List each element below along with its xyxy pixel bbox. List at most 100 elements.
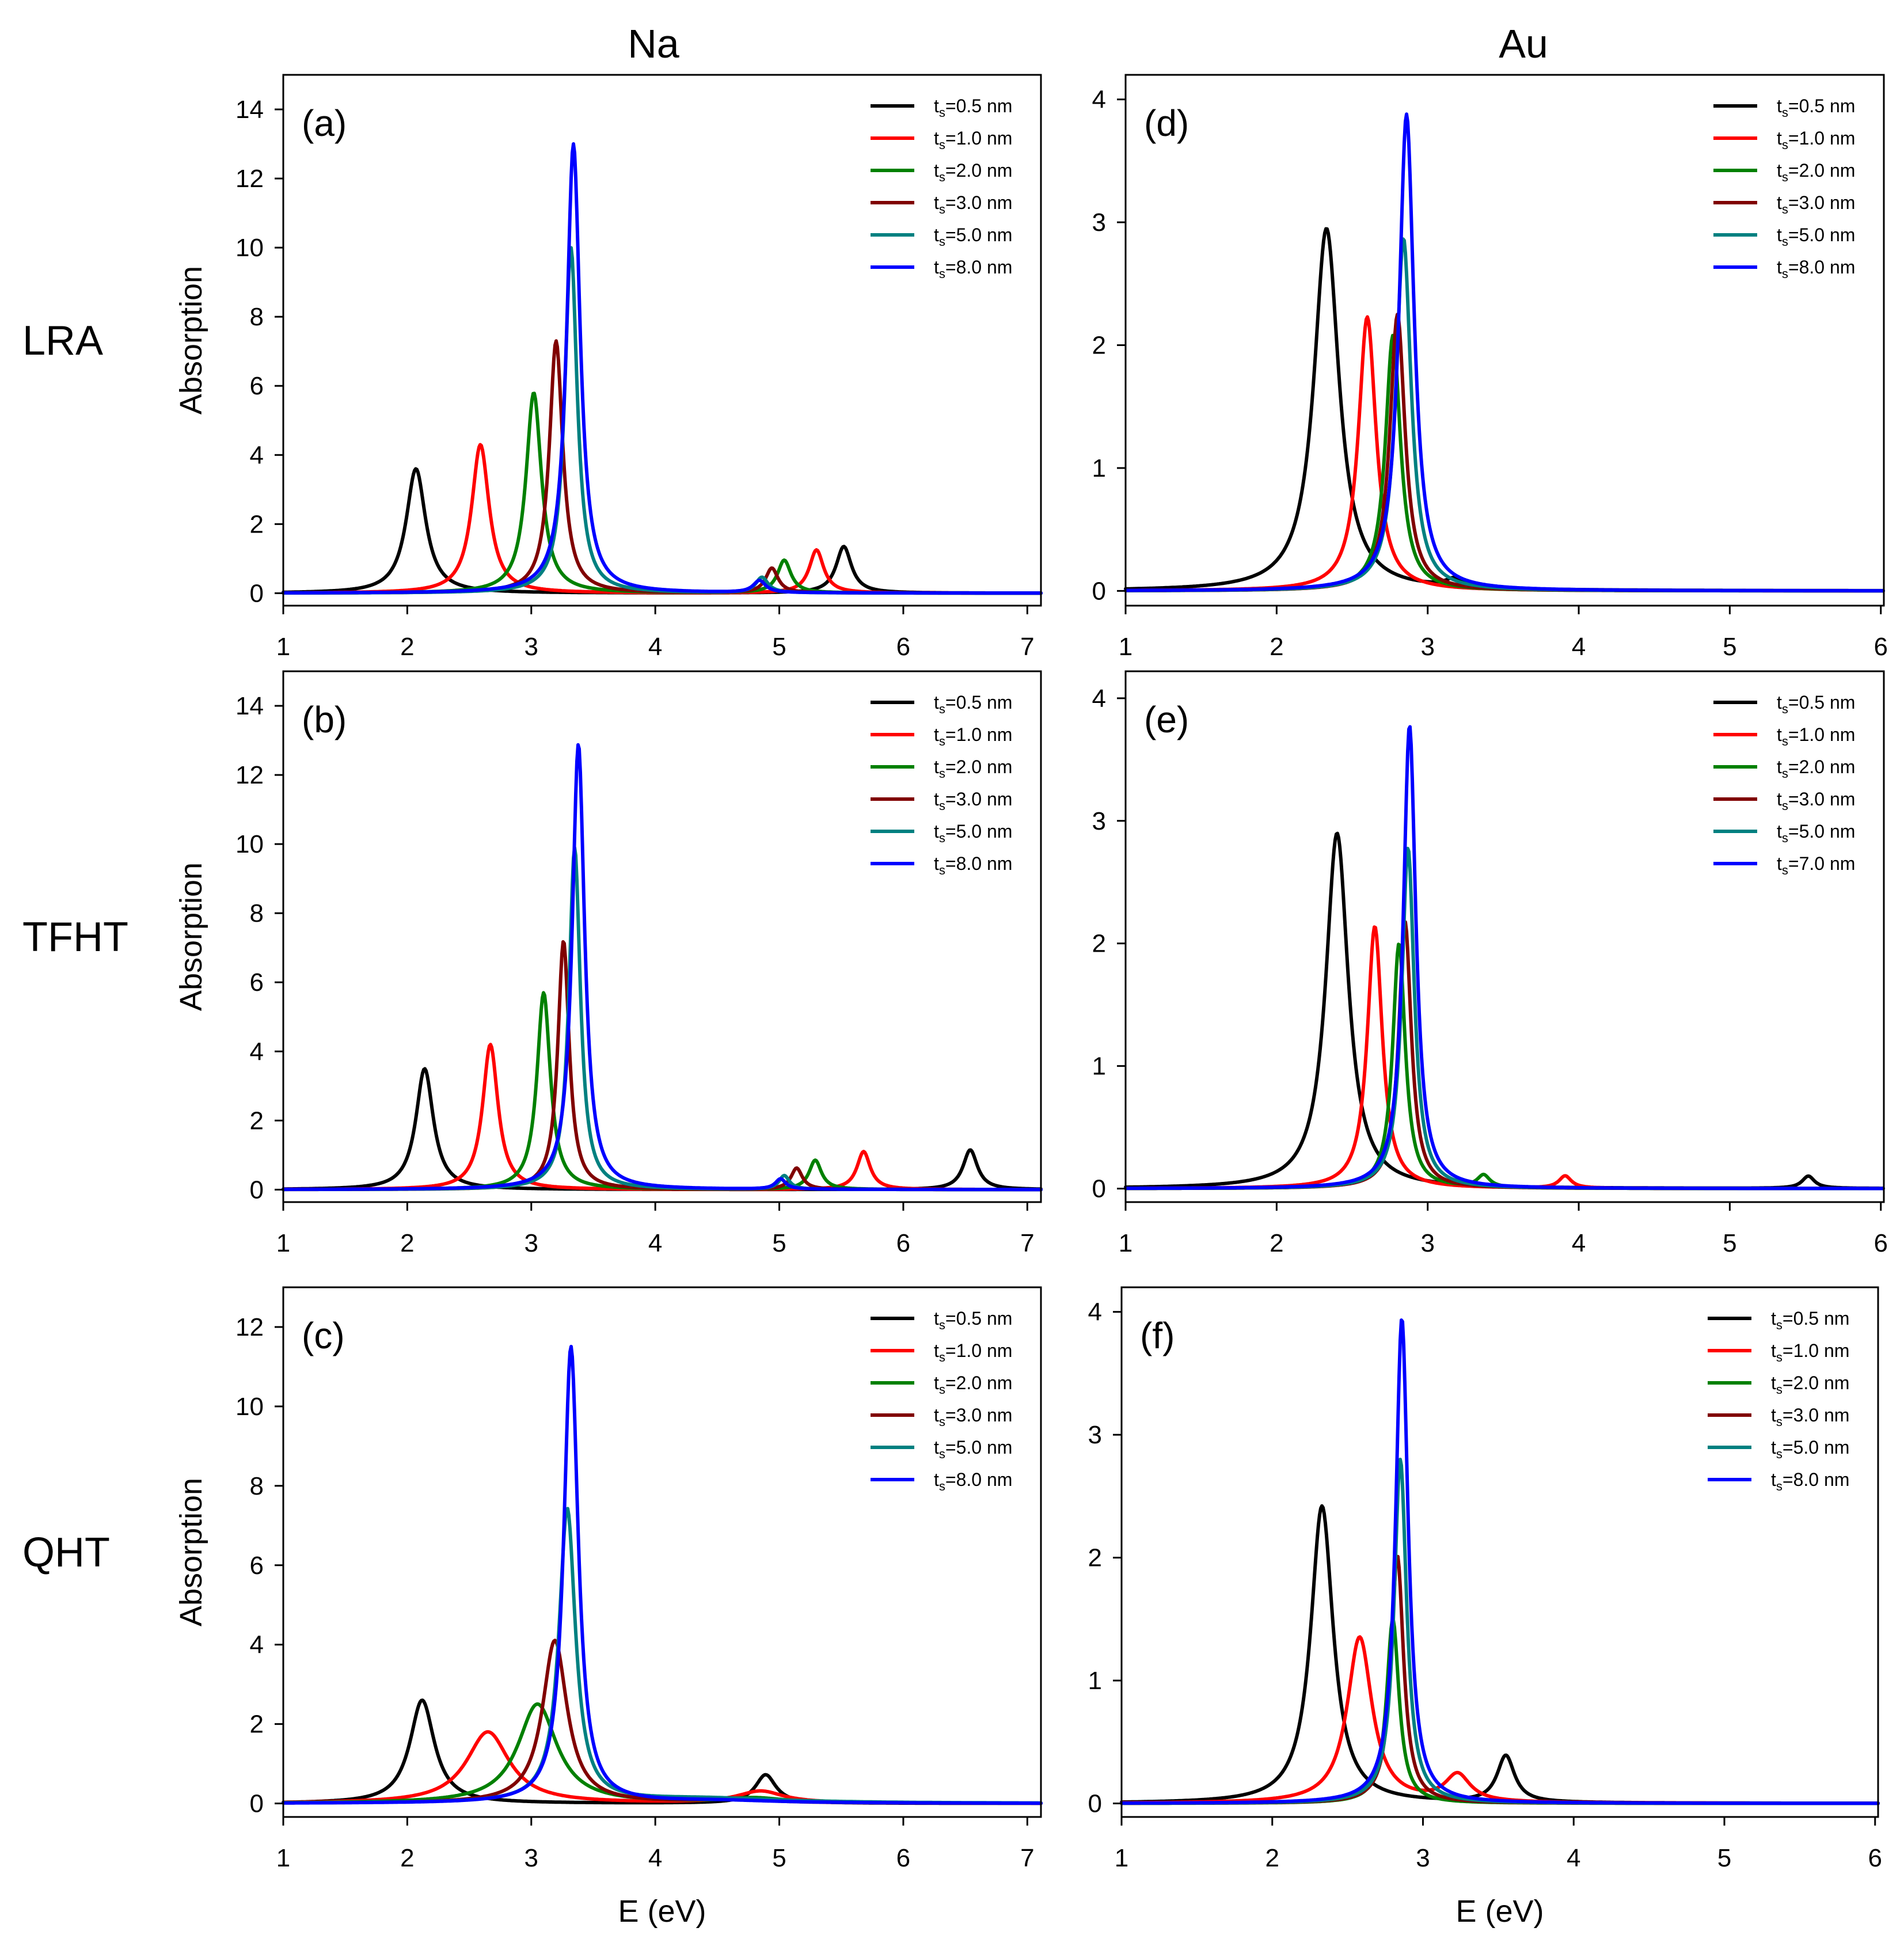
y-tick-label: 0 <box>250 1790 264 1818</box>
x-tick-label: 4 <box>648 1229 662 1257</box>
legend-label-prefix: t <box>1777 225 1782 245</box>
legend-entry: ts=5.0 nm <box>871 225 1012 249</box>
legend-entry: ts=0.5 nm <box>1708 1308 1849 1332</box>
legend-label-prefix: t <box>934 128 939 149</box>
y-tick-label: 10 <box>235 830 264 858</box>
y-axis-title: Absorption <box>174 266 208 415</box>
y-tick-label: 4 <box>250 441 264 469</box>
y-tick-label: 10 <box>235 234 264 262</box>
plot-frame <box>1120 1286 1879 1818</box>
legend-label-prefix: t <box>1777 789 1782 809</box>
legend-label-value: =3.0 nm <box>1788 192 1856 213</box>
legend-entry: ts=5.0 nm <box>1708 1437 1849 1461</box>
legend-label-subscript: s <box>1782 202 1788 216</box>
legend-label-value: =3.0 nm <box>945 1405 1013 1425</box>
curves <box>1120 1318 1880 1805</box>
legend-label: ts=8.0 nm <box>1771 1469 1849 1493</box>
legend-label: ts=3.0 nm <box>934 1405 1012 1429</box>
y-tick-label: 6 <box>250 1552 264 1580</box>
plot-frame <box>282 670 1042 1203</box>
y-tick-label: 0 <box>250 1176 264 1204</box>
x-tick-label: 1 <box>1119 633 1132 661</box>
legend-entry: ts=3.0 nm <box>1713 192 1855 216</box>
legend-label: ts=2.0 nm <box>934 1372 1012 1397</box>
legend-label: ts=1.0 nm <box>1771 1340 1849 1364</box>
x-tick-label: 4 <box>1567 1844 1580 1872</box>
legend-label-subscript: s <box>1782 799 1788 813</box>
legend-label: ts=2.0 nm <box>1771 1372 1849 1397</box>
legend-label-prefix: t <box>1771 1372 1776 1393</box>
legend-label-prefix: t <box>934 96 939 116</box>
x-tick-label: 5 <box>1717 1844 1731 1872</box>
legend-label-subscript: s <box>939 831 945 845</box>
legend-entry: ts=0.5 nm <box>871 1308 1012 1332</box>
legend-label: ts=2.0 nm <box>934 160 1012 184</box>
x-tick-label: 3 <box>1416 1844 1430 1872</box>
legend-label-prefix: t <box>934 1372 939 1393</box>
legend-label-value: =8.0 nm <box>945 1469 1013 1490</box>
row-label-tfht: TFHT <box>22 914 128 960</box>
legend-label-subscript: s <box>1782 105 1788 120</box>
legend-label: ts=5.0 nm <box>1771 1437 1849 1461</box>
y-tick-label: 0 <box>1092 577 1106 605</box>
legend-label-prefix: t <box>1771 1308 1776 1329</box>
legend-label: ts=0.5 nm <box>1777 692 1855 716</box>
absorption-curve-ts-8-0-nm <box>282 142 1043 595</box>
y-tick-label: 6 <box>250 372 264 400</box>
legend-label-prefix: t <box>934 192 939 213</box>
legend-label-prefix: t <box>1777 692 1782 713</box>
x-tick-label: 4 <box>1572 1229 1586 1257</box>
curves <box>1124 112 1885 593</box>
legend-label-value: =2.0 nm <box>945 1372 1013 1393</box>
legend-label-subscript: s <box>939 138 945 152</box>
legend-label-value: =8.0 nm <box>1783 1469 1850 1490</box>
x-tick-label: 7 <box>1020 1229 1034 1257</box>
x-tick-label: 1 <box>1119 1229 1132 1257</box>
legend-label-subscript: s <box>939 863 945 877</box>
legend-label-prefix: t <box>934 853 939 874</box>
legend-label-prefix: t <box>1777 853 1782 874</box>
y-tick-label: 3 <box>1092 208 1106 237</box>
legend-label-subscript: s <box>1776 1447 1783 1461</box>
legend-label: ts=3.0 nm <box>934 192 1012 216</box>
column-title-au: Au <box>1499 21 1548 66</box>
x-tick-label: 1 <box>1115 1844 1128 1872</box>
legend-label-subscript: s <box>939 1415 945 1429</box>
row-label-lra: LRA <box>22 318 103 364</box>
legend-label: ts=5.0 nm <box>934 225 1012 249</box>
panel-label: (e) <box>1144 699 1189 740</box>
legend-label-value: =3.0 nm <box>1783 1405 1850 1425</box>
x-tick-label: 6 <box>1874 633 1888 661</box>
legend-entry: ts=7.0 nm <box>1713 853 1855 877</box>
legend-label: ts=8.0 nm <box>934 1469 1012 1493</box>
legend-label: ts=0.5 nm <box>934 96 1012 120</box>
legend-entry: ts=3.0 nm <box>1713 789 1855 813</box>
x-tick-label: 5 <box>772 633 786 661</box>
x-tick-label: 4 <box>648 1844 662 1872</box>
legend-entry: ts=8.0 nm <box>871 853 1012 877</box>
legend-label-value: =0.5 nm <box>1788 96 1856 116</box>
legend-label-value: =7.0 nm <box>1788 853 1856 874</box>
legend-label-subscript: s <box>939 1382 945 1397</box>
curves <box>282 142 1043 595</box>
legend-entry: ts=5.0 nm <box>1713 821 1855 845</box>
y-tick-label: 12 <box>235 165 264 193</box>
legend-label-prefix: t <box>1777 257 1782 277</box>
legend-label-subscript: s <box>1782 831 1788 845</box>
legend-label-prefix: t <box>934 724 939 745</box>
legend-label: ts=8.0 nm <box>1777 257 1855 281</box>
curves <box>282 1344 1043 1805</box>
legend-entry: ts=2.0 nm <box>871 1372 1012 1397</box>
legend-entry: ts=1.0 nm <box>871 1340 1012 1364</box>
plot-frame <box>1124 74 1885 607</box>
legend-entry: ts=2.0 nm <box>871 756 1012 781</box>
legend-label-prefix: t <box>1771 1469 1776 1490</box>
row-label-qht: QHT <box>22 1530 110 1576</box>
